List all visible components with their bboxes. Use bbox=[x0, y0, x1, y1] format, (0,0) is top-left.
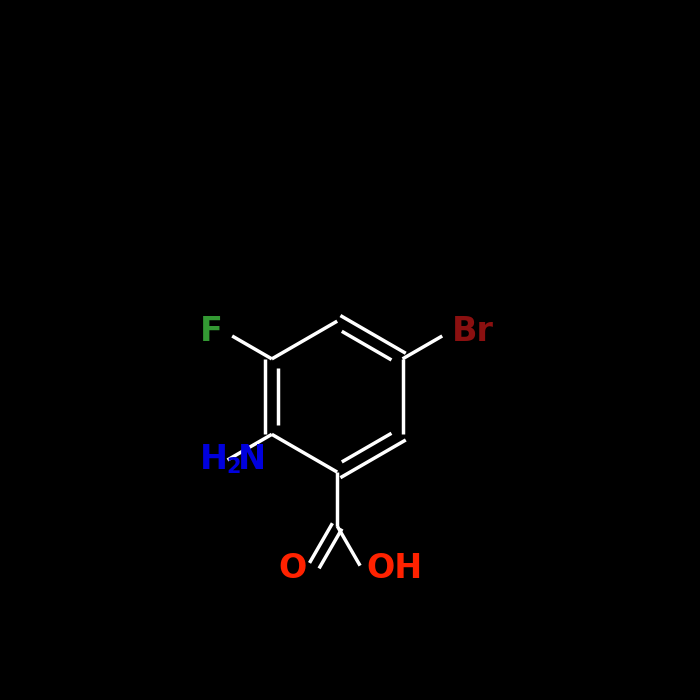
Text: N: N bbox=[238, 444, 267, 477]
Text: 2: 2 bbox=[226, 458, 240, 477]
Text: F: F bbox=[199, 315, 223, 348]
Text: OH: OH bbox=[367, 552, 423, 585]
Text: Br: Br bbox=[452, 315, 493, 348]
Text: H: H bbox=[199, 444, 228, 477]
Text: O: O bbox=[279, 552, 307, 585]
